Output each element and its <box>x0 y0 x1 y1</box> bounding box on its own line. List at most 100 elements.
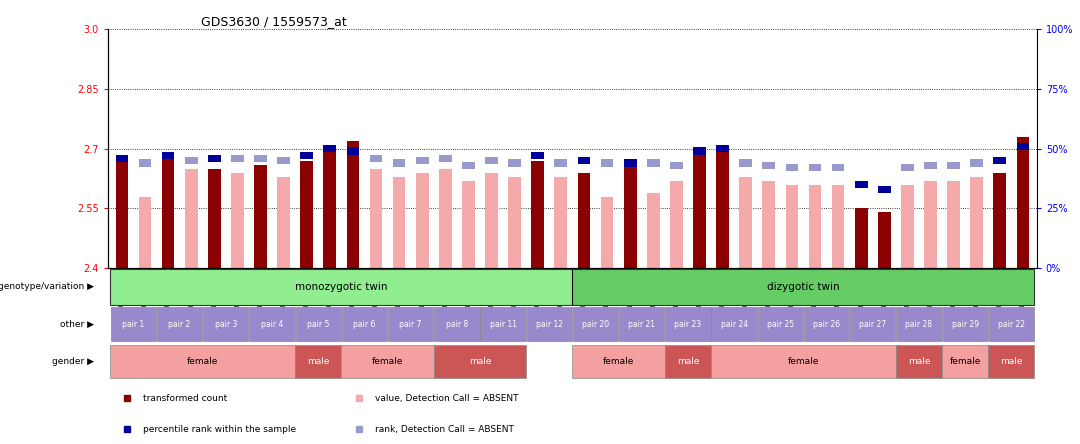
Bar <box>716 145 729 152</box>
Text: female: female <box>372 357 403 366</box>
Text: pair 22: pair 22 <box>998 320 1025 329</box>
Bar <box>665 307 711 341</box>
Bar <box>785 164 798 171</box>
Bar <box>762 162 775 169</box>
Bar <box>249 307 295 341</box>
Bar <box>300 152 313 159</box>
Text: transformed count: transformed count <box>144 394 228 403</box>
Bar <box>434 307 480 341</box>
Bar <box>942 345 988 378</box>
Bar <box>762 181 775 268</box>
Bar <box>994 157 1007 164</box>
Bar <box>203 307 248 341</box>
Bar <box>438 155 451 162</box>
Bar <box>323 145 336 268</box>
Text: pair 11: pair 11 <box>489 320 516 329</box>
Bar <box>600 197 613 268</box>
Bar <box>970 159 983 166</box>
Bar <box>896 345 942 378</box>
Text: pair 6: pair 6 <box>353 320 376 329</box>
Bar <box>711 345 896 378</box>
Bar <box>804 307 849 341</box>
Bar <box>712 307 757 341</box>
Text: pair 1: pair 1 <box>122 320 145 329</box>
Bar <box>278 157 289 164</box>
Bar <box>485 173 498 268</box>
Text: pair 23: pair 23 <box>674 320 702 329</box>
Text: genotype/variation ▶: genotype/variation ▶ <box>0 282 94 291</box>
Bar <box>116 161 129 268</box>
Bar <box>988 345 1035 378</box>
Text: female: female <box>603 357 634 366</box>
Bar <box>578 173 591 268</box>
Bar <box>989 307 1034 341</box>
Bar <box>231 173 244 268</box>
Bar <box>462 162 475 169</box>
Bar <box>970 177 983 268</box>
Bar <box>943 307 988 341</box>
Bar <box>809 164 822 171</box>
Bar <box>855 181 867 188</box>
Bar <box>323 145 336 152</box>
Text: pair 12: pair 12 <box>536 320 563 329</box>
Bar <box>531 152 544 159</box>
Bar <box>434 345 526 378</box>
Bar <box>116 155 129 162</box>
Bar <box>231 155 244 162</box>
Bar <box>162 157 175 268</box>
Bar <box>901 185 914 268</box>
Text: value, Detection Call = ABSENT: value, Detection Call = ABSENT <box>376 394 519 403</box>
Bar <box>947 181 960 268</box>
Bar <box>388 307 433 341</box>
Bar <box>138 159 151 166</box>
Bar <box>347 141 360 268</box>
Bar <box>619 307 664 341</box>
Text: pair 26: pair 26 <box>813 320 840 329</box>
Text: pair 3: pair 3 <box>215 320 237 329</box>
Bar <box>278 177 289 268</box>
Text: male: male <box>907 357 930 366</box>
Bar <box>208 155 220 162</box>
Bar <box>947 162 960 169</box>
Bar <box>896 307 942 341</box>
Text: male: male <box>1000 357 1023 366</box>
Text: pair 24: pair 24 <box>720 320 747 329</box>
Bar <box>138 197 151 268</box>
Bar <box>485 157 498 164</box>
Bar <box>647 159 660 166</box>
Bar <box>901 164 914 171</box>
Text: female: female <box>787 357 819 366</box>
Bar <box>670 181 683 268</box>
Bar <box>554 159 567 166</box>
Bar <box>716 145 729 268</box>
Bar <box>924 162 936 169</box>
Text: pair 25: pair 25 <box>767 320 794 329</box>
Text: female: female <box>187 357 218 366</box>
Bar <box>850 307 895 341</box>
Bar <box>1016 137 1029 268</box>
Bar <box>878 213 891 268</box>
Bar <box>393 177 405 268</box>
Text: pair 21: pair 21 <box>629 320 656 329</box>
Bar <box>740 159 752 166</box>
Text: pair 4: pair 4 <box>261 320 283 329</box>
Bar <box>647 193 660 268</box>
Bar <box>924 181 936 268</box>
Bar <box>208 169 220 268</box>
Bar <box>438 169 451 268</box>
Text: pair 27: pair 27 <box>860 320 887 329</box>
Bar <box>369 169 382 268</box>
Bar <box>254 155 267 162</box>
Bar <box>809 185 822 268</box>
Text: percentile rank within the sample: percentile rank within the sample <box>144 425 296 434</box>
Bar <box>832 164 845 171</box>
Text: pair 29: pair 29 <box>951 320 978 329</box>
Bar <box>296 307 341 341</box>
Bar <box>416 173 429 268</box>
Bar <box>693 147 706 155</box>
Bar <box>347 147 360 155</box>
Bar <box>162 152 175 159</box>
Bar <box>369 155 382 162</box>
Bar <box>670 162 683 169</box>
Text: male: male <box>469 357 491 366</box>
